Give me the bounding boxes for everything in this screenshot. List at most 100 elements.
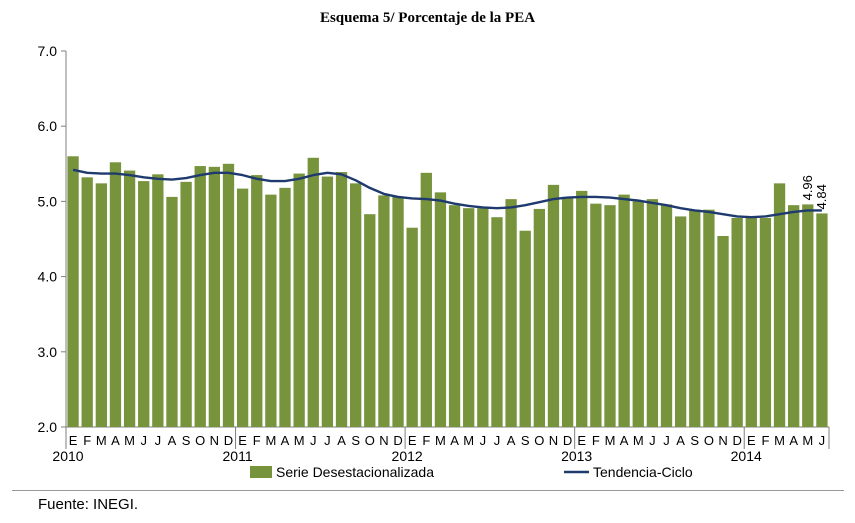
bar xyxy=(166,196,178,427)
bar xyxy=(674,216,687,427)
month-label: M xyxy=(265,433,276,448)
bar xyxy=(251,175,263,427)
bar xyxy=(180,181,192,427)
bar xyxy=(519,230,531,427)
bar xyxy=(773,183,786,427)
bar xyxy=(618,194,630,427)
data-label: 4.96 xyxy=(800,175,815,200)
bar xyxy=(392,196,404,427)
bar xyxy=(505,199,517,427)
chart-area: 2.0 3.0 4.0 5.0 6.0 7.0 E F M A M J J A S O N D E F M A M J J A S O… xyxy=(12,40,844,491)
month-label: A xyxy=(507,433,516,448)
bar xyxy=(477,208,489,427)
legend-swatch-bars xyxy=(250,466,272,478)
month-label: J xyxy=(155,433,162,448)
bar xyxy=(759,217,772,427)
month-label: J xyxy=(819,433,826,448)
month-label: D xyxy=(732,433,741,448)
year-label: 2010 xyxy=(52,448,83,464)
legend-label-line: Tendencia-Ciclo xyxy=(593,464,693,480)
bar xyxy=(576,190,588,427)
bar xyxy=(632,201,644,427)
month-label: M xyxy=(633,433,644,448)
month-label: D xyxy=(563,433,572,448)
bar xyxy=(689,209,701,427)
bar xyxy=(731,217,743,427)
month-label: S xyxy=(182,433,191,448)
year-label: 2013 xyxy=(561,448,592,464)
bar xyxy=(590,203,602,427)
month-label: M xyxy=(463,433,474,448)
month-label: M xyxy=(294,433,305,448)
bar xyxy=(138,181,150,427)
month-label: J xyxy=(494,433,501,448)
bar xyxy=(745,217,757,427)
bar xyxy=(547,184,560,427)
bar xyxy=(802,204,814,427)
month-label: M xyxy=(435,433,446,448)
month-label: A xyxy=(337,433,346,448)
bar xyxy=(236,188,249,427)
month-label: F xyxy=(253,433,261,448)
bar xyxy=(350,183,362,427)
month-label: M xyxy=(124,433,135,448)
month-label: A xyxy=(111,433,120,448)
month-label: F xyxy=(83,433,91,448)
bar xyxy=(95,183,107,427)
bar xyxy=(561,196,574,427)
month-label: F xyxy=(592,433,600,448)
bar xyxy=(67,156,79,427)
bar xyxy=(788,205,800,427)
month-label: O xyxy=(704,433,714,448)
month-label: A xyxy=(789,433,798,448)
bar xyxy=(604,205,616,427)
month-label: N xyxy=(549,433,558,448)
bar xyxy=(378,195,390,427)
bar xyxy=(420,172,432,427)
source-note: Fuente: INEGI. xyxy=(38,496,139,513)
month-label: S xyxy=(521,433,530,448)
bar xyxy=(265,194,277,427)
y-tick-label: 5.0 xyxy=(38,193,58,209)
data-label: 4.84 xyxy=(814,184,829,209)
month-label: M xyxy=(96,433,107,448)
month-label: A xyxy=(281,433,290,448)
month-label: E xyxy=(69,433,78,448)
bar xyxy=(533,208,545,427)
bar xyxy=(434,192,447,427)
bar xyxy=(194,166,206,427)
bar xyxy=(293,173,305,427)
bar xyxy=(321,176,334,427)
month-label: A xyxy=(620,433,629,448)
month-label: M xyxy=(774,433,785,448)
month-label: J xyxy=(324,433,331,448)
y-tick-label: 7.0 xyxy=(38,43,58,59)
bar xyxy=(222,163,235,428)
bar xyxy=(208,166,221,428)
month-label: O xyxy=(365,433,375,448)
month-label: J xyxy=(663,433,670,448)
month-label: S xyxy=(351,433,360,448)
month-label: S xyxy=(690,433,699,448)
month-label: J xyxy=(480,433,487,448)
bar xyxy=(646,199,659,427)
chart-svg: 2.03.04.05.06.07.0E F M A M J J A S O N D E F M A M J J A S O… xyxy=(38,43,830,480)
bar xyxy=(816,213,828,427)
month-label: E xyxy=(238,433,247,448)
bar xyxy=(364,214,376,427)
y-tick-label: 2.0 xyxy=(38,419,58,435)
bar xyxy=(152,174,164,427)
month-label: N xyxy=(210,433,219,448)
month-label: N xyxy=(718,433,727,448)
chart-title: Esquema 5/ Porcentaje de la PEA xyxy=(319,10,536,26)
month-label: J xyxy=(310,433,317,448)
month-label: E xyxy=(577,433,586,448)
y-tick-label: 4.0 xyxy=(38,269,58,285)
bar xyxy=(463,208,475,427)
bar xyxy=(307,157,319,427)
bar xyxy=(660,204,673,427)
bar xyxy=(703,209,715,427)
month-label: J xyxy=(140,433,147,448)
bar xyxy=(123,170,136,427)
month-label: D xyxy=(224,433,233,448)
